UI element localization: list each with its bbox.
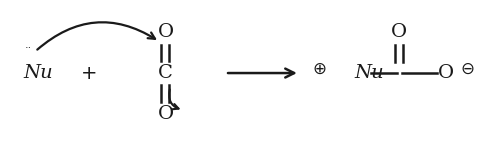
Text: Nu: Nu bbox=[354, 64, 384, 82]
Text: +: + bbox=[80, 64, 97, 83]
Text: O: O bbox=[158, 105, 174, 123]
Text: Nu: Nu bbox=[24, 64, 53, 82]
Text: ⊕: ⊕ bbox=[312, 60, 326, 78]
Text: ··: ·· bbox=[24, 43, 32, 53]
Text: O: O bbox=[391, 23, 407, 41]
Text: C: C bbox=[158, 64, 173, 82]
Text: ⊖: ⊖ bbox=[461, 60, 474, 78]
Text: O: O bbox=[158, 23, 174, 41]
Text: O: O bbox=[438, 64, 454, 82]
